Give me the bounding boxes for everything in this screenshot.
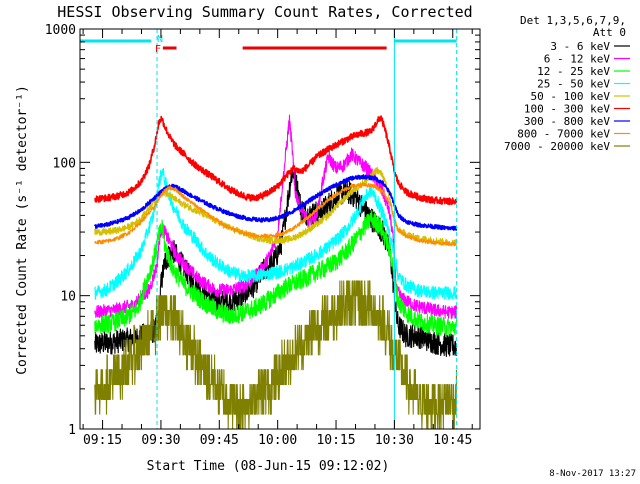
x-tick-label: 09:45 — [200, 433, 239, 448]
legend-label-8: 800 - 7000 keV — [517, 128, 610, 141]
x-tick-label: 10:15 — [316, 433, 355, 448]
footer-date: 8-Nov-2017 13:27 — [549, 469, 636, 479]
series-line-3 — [94, 210, 458, 337]
x-tick-label: 09:30 — [141, 433, 180, 448]
series-line-6 — [94, 115, 458, 206]
series-line-8 — [94, 182, 457, 247]
y-tick-label: 100 — [53, 156, 76, 171]
series-line-1 — [94, 165, 458, 358]
plot-frame — [79, 28, 481, 430]
y-tick-label: 10 — [60, 290, 76, 305]
x-tick-label: 10:00 — [258, 433, 297, 448]
chart-title: HESSI Observing Summary Count Rates, Cor… — [57, 3, 472, 21]
x-axis-label: Start Time (08-Jun-15 09:12:02) — [147, 459, 390, 474]
legend-label-6: 100 - 300 keV — [524, 103, 610, 116]
status-bar-label-n: N — [157, 34, 163, 45]
y-axis-label: Corrected Count Rate (s⁻¹ detector⁻¹) — [15, 85, 30, 375]
legend-header-line: Att 0 — [593, 26, 626, 39]
x-tick-label: 10:45 — [433, 433, 472, 448]
x-tick-label: 10:30 — [375, 433, 414, 448]
legend-label-3: 12 - 25 keV — [537, 65, 610, 78]
status-bar-label-f: F — [155, 44, 161, 55]
series-line-7 — [94, 174, 458, 231]
plot-area: NF 1 10 100 1000 09:15 09:30 09:45 10:00 10:15 10:… — [45, 23, 481, 448]
x-tick-label: 09:15 — [83, 433, 122, 448]
y-tick-label: 1 — [68, 423, 76, 438]
legend-label-4: 25 - 50 keV — [537, 78, 610, 91]
legend-header-line: Det 1,3,5,6,7,9, — [520, 14, 626, 27]
legend-label-7: 300 - 800 keV — [524, 115, 610, 128]
series-line-9 — [94, 280, 458, 430]
legend-header: Det 1,3,5,6,7,9,Att 0 — [520, 14, 626, 39]
legend-label-5: 50 - 100 keV — [531, 90, 611, 103]
legend-label-9: 7000 - 20000 keV — [504, 140, 610, 153]
legend-label-2: 6 - 12 keV — [544, 53, 611, 66]
legend-label-1: 3 - 6 keV — [550, 40, 610, 53]
y-tick-label: 1000 — [45, 23, 76, 38]
